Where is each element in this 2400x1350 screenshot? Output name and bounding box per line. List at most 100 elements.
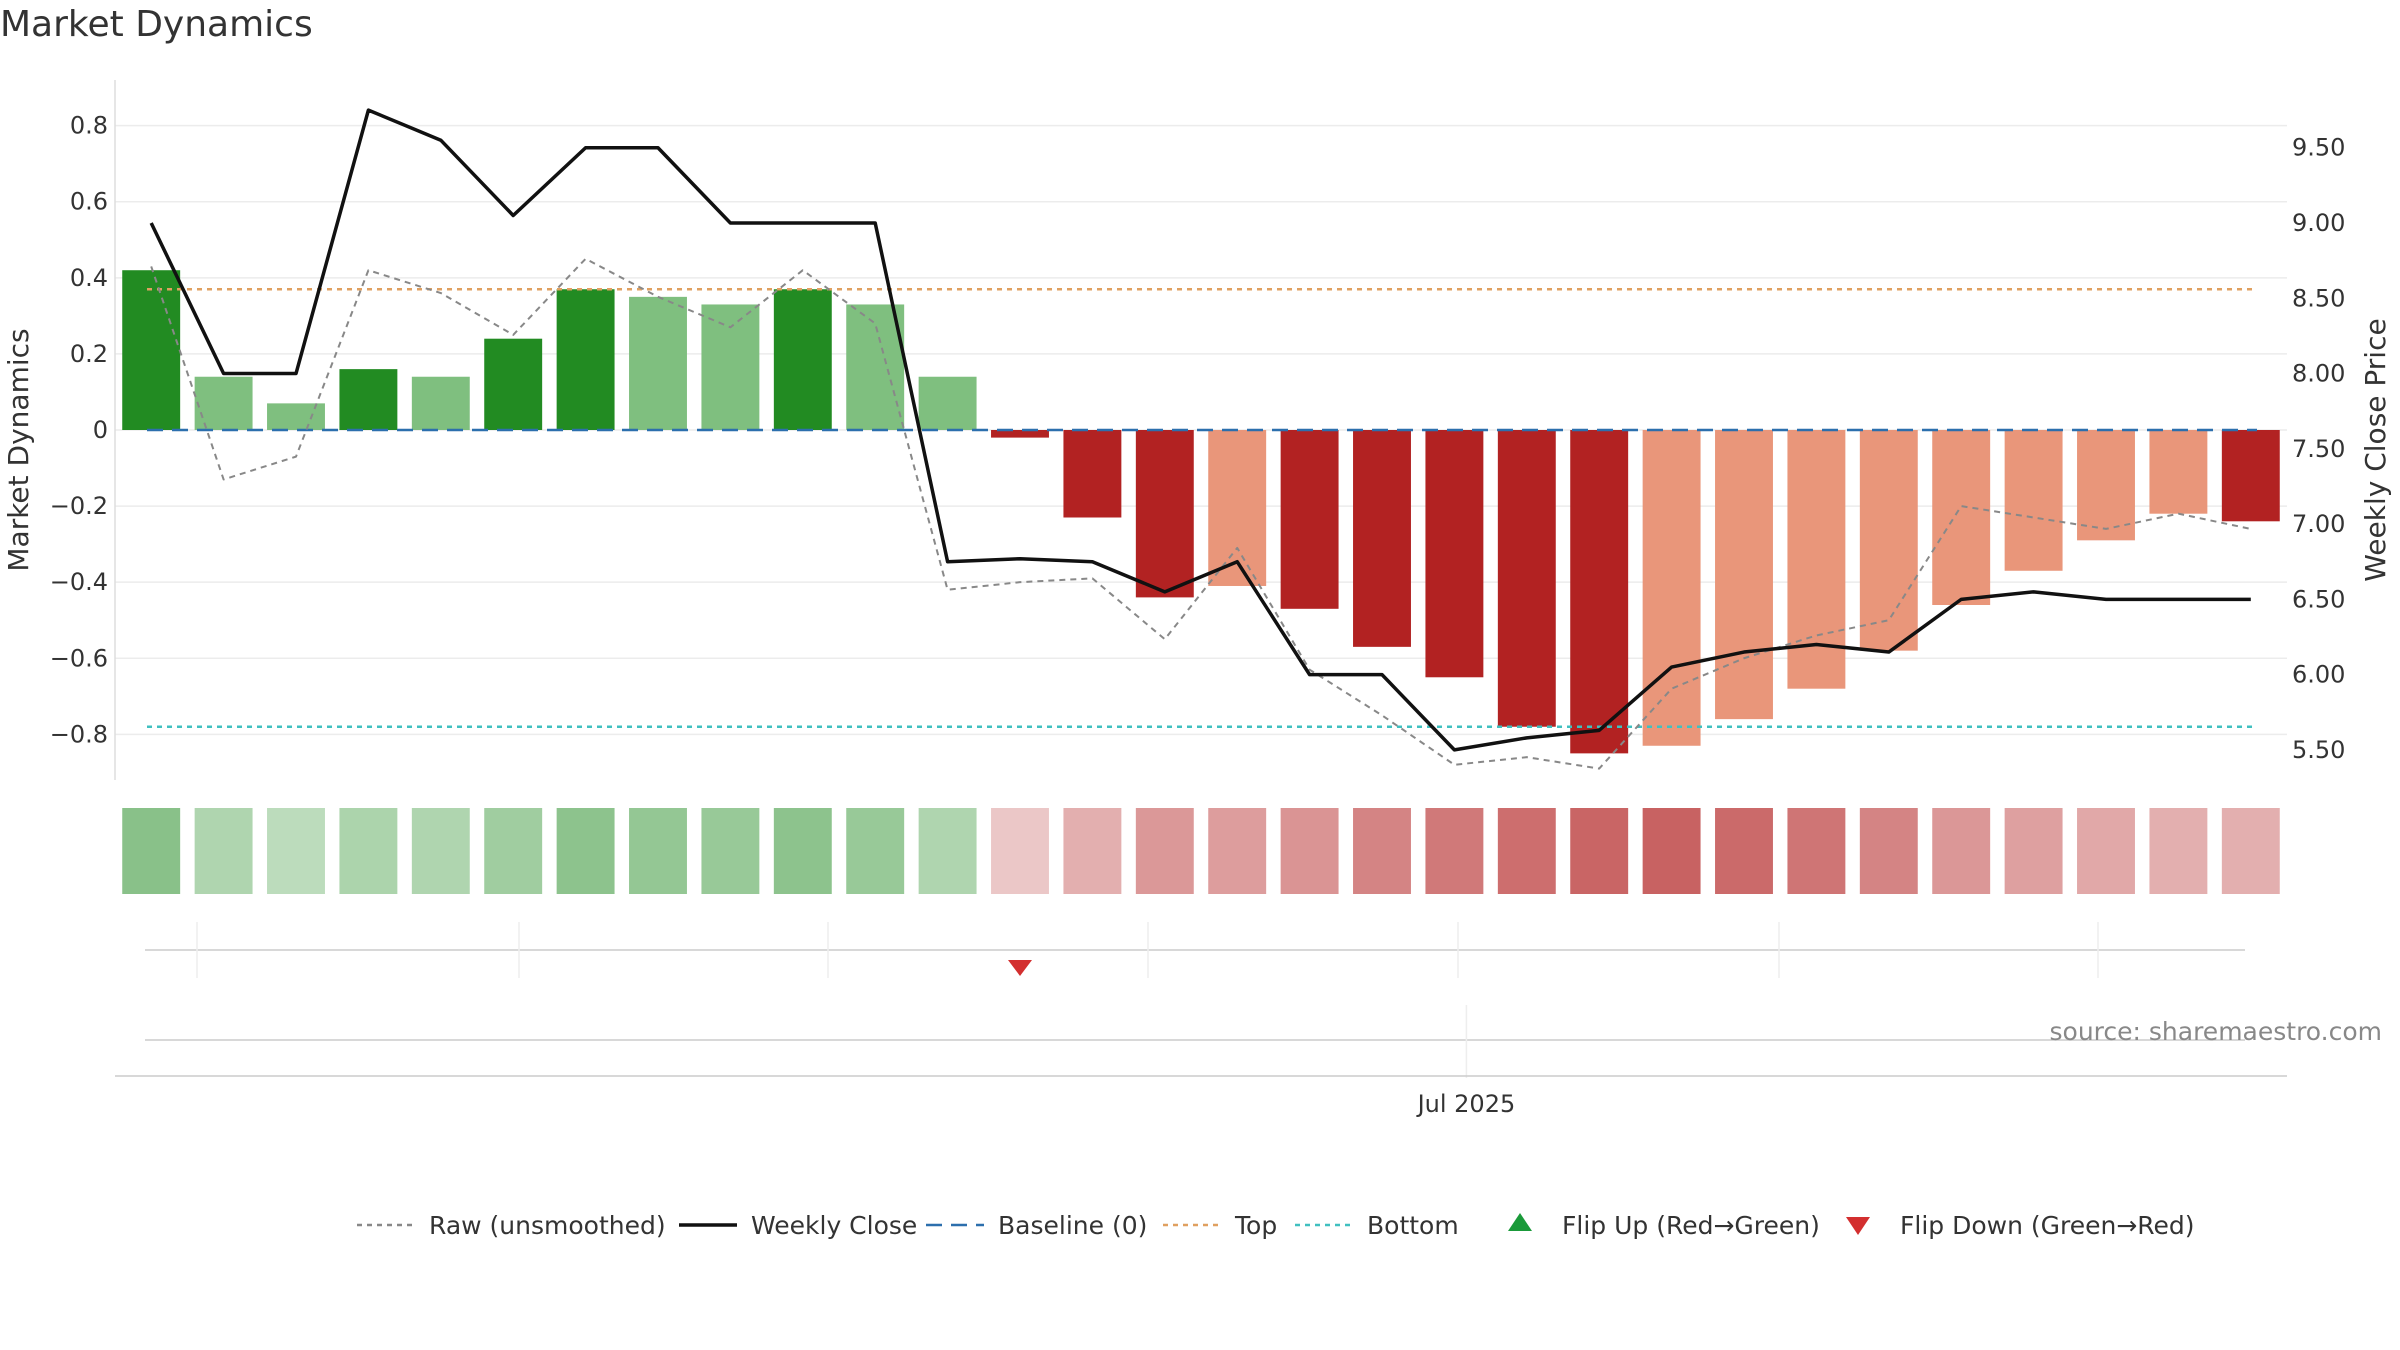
legend-label: Flip Up (Red→Green) <box>1562 1211 1820 1240</box>
legend-label: Baseline (0) <box>998 1211 1147 1240</box>
heat-strip-cell <box>1425 808 1484 894</box>
y-left-tick-label: −0.6 <box>50 644 108 672</box>
legend: Raw (unsmoothed) Weekly Close Baseline (0)… <box>357 1211 2195 1240</box>
heat-strip-cell <box>2149 808 2208 894</box>
heat-strip-cell <box>991 808 1049 894</box>
bar <box>411 376 470 430</box>
heat-strip-cell <box>2221 808 2280 894</box>
bar <box>556 289 615 430</box>
x-tick-label: Jul 2025 <box>1416 1090 1516 1118</box>
bar <box>918 376 977 430</box>
y-right-tick-label: 5.50 <box>2292 736 2345 764</box>
bar <box>1715 430 1773 720</box>
y-left-tick-label: 0.4 <box>70 264 108 292</box>
y-right-tick-label: 8.50 <box>2292 284 2345 312</box>
bar <box>1353 430 1411 647</box>
bar <box>1787 430 1846 689</box>
bar <box>2149 430 2208 514</box>
bar <box>1570 430 1629 754</box>
heat-strip-cell <box>2004 808 2063 894</box>
legend-swatch <box>1846 1217 1870 1235</box>
heat-strip-cell <box>1715 808 1773 894</box>
bar <box>267 403 325 430</box>
heat-strip-cell <box>556 808 615 894</box>
heat-strip-cell <box>1497 808 1556 894</box>
bar <box>701 304 760 430</box>
bar <box>846 304 905 430</box>
heat-strip-cell <box>267 808 325 894</box>
bar <box>194 376 253 430</box>
lines-layer <box>147 108 2257 770</box>
legend-label: Top <box>1234 1211 1277 1240</box>
bar <box>629 296 687 430</box>
y-right-tick-label: 8.00 <box>2292 360 2345 388</box>
heat-strip-cell <box>1208 808 1267 894</box>
y-right-tick-label: 9.00 <box>2292 209 2345 237</box>
flip-down-marker <box>1008 960 1032 976</box>
heat-strip-cell <box>122 808 181 894</box>
y-right-tick-label: 6.00 <box>2292 661 2345 689</box>
flip-panel <box>115 922 2287 1078</box>
legend-label: Bottom <box>1367 1211 1459 1240</box>
bar <box>1932 430 1991 605</box>
heat-strip-cell <box>701 808 760 894</box>
bar <box>991 430 1049 438</box>
y-left-axis-title: Market Dynamics <box>2 328 35 571</box>
y-right-axis-title: Weekly Close Price <box>2359 318 2392 581</box>
legend-label: Raw (unsmoothed) <box>429 1211 666 1240</box>
bar <box>2221 430 2280 522</box>
grid-layer <box>115 124 2287 736</box>
heat-strip-cell <box>484 808 543 894</box>
bar <box>1425 430 1484 678</box>
y-right-tick-label: 6.50 <box>2292 585 2345 613</box>
y-left-tick-label: 0.2 <box>70 340 108 368</box>
bar <box>1280 430 1339 609</box>
y-left-tick-label: −0.2 <box>50 492 108 520</box>
heat-strip-cell <box>773 808 832 894</box>
legend-label: Weekly Close <box>751 1211 917 1240</box>
heat-strip-cell <box>194 808 253 894</box>
bar <box>122 270 181 430</box>
heat-strip-cell <box>1353 808 1411 894</box>
y-left-tick-label: 0.8 <box>70 112 108 140</box>
heat-strip-cell <box>1642 808 1701 894</box>
heat-strip-cell <box>1570 808 1629 894</box>
bar <box>2004 430 2063 571</box>
heat-strip-cell <box>2077 808 2135 894</box>
bar <box>1063 430 1122 518</box>
legend-label: Flip Down (Green→Red) <box>1900 1211 2195 1240</box>
heat-strip-cell <box>629 808 687 894</box>
y-right-tick-label: 7.00 <box>2292 510 2345 538</box>
weekly-close-line <box>149 108 2251 752</box>
heat-strip-cell <box>1280 808 1339 894</box>
y-left-tick-label: 0.6 <box>70 188 108 216</box>
bar <box>773 289 832 430</box>
y-right-tick-label: 7.50 <box>2292 435 2345 463</box>
y-right-tick-label: 9.50 <box>2292 134 2345 162</box>
y-left-tick-label: 0 <box>93 416 108 444</box>
axis-layer: 0.8 0.6 0.4 0.2 0 −0.2 −0.4 −0.6 −0.8 9.50 9.00 8.5… <box>2 80 2392 1118</box>
heat-strip-cell <box>1859 808 1918 894</box>
y-left-tick-label: −0.8 <box>50 720 108 748</box>
heat-strip-cell <box>1932 808 1991 894</box>
heat-strip-cell <box>1135 808 1194 894</box>
heat-strip-cell <box>1787 808 1846 894</box>
bar <box>1859 430 1918 651</box>
bar <box>339 369 398 430</box>
heat-strip <box>122 808 2280 894</box>
legend-swatch <box>1508 1213 1532 1231</box>
bar <box>1497 430 1556 727</box>
bar <box>1642 430 1701 746</box>
bar <box>1135 430 1194 598</box>
y-left-tick-label: −0.4 <box>50 568 108 596</box>
bar <box>2077 430 2135 541</box>
heat-strip-cell <box>918 808 977 894</box>
heat-strip-cell <box>1063 808 1122 894</box>
chart-title: Market Dynamics <box>0 4 313 45</box>
bar <box>484 338 543 430</box>
source-label: source: sharemaestro.com <box>2050 1017 2383 1046</box>
heat-strip-cell <box>339 808 398 894</box>
heat-strip-cell <box>846 808 905 894</box>
bars-layer <box>122 270 2280 754</box>
